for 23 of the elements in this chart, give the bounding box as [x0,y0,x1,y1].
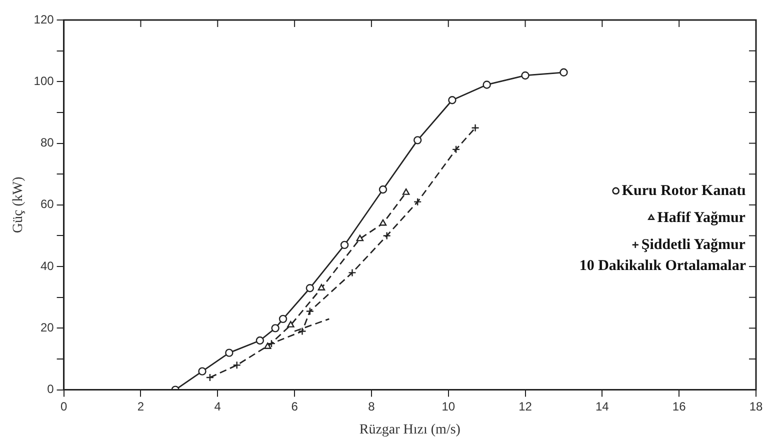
x-tick-label: 16 [672,399,686,414]
x-tick-label: 2 [137,399,144,414]
y-tick-label: 40 [40,258,54,273]
y-tick-label: 60 [40,197,54,212]
y-tick-label: 20 [40,320,54,334]
legend-title: 10 Dakikalık Ortalamalar [579,258,746,274]
x-tick-label: 10 [442,399,456,414]
y-tick-label: 120 [34,12,54,26]
y-tick-label: 80 [40,136,54,150]
legend-label: Şiddetli Yağmur [641,236,746,253]
x-tick-label: 0 [60,399,68,414]
legend-label: Kuru Rotor Kanatı [622,182,746,199]
x-tick-label: 4 [214,399,222,414]
y-tick-label: 0 [47,382,54,396]
x-axis-title: Rüzgar Hızı (m/s) [359,422,461,438]
x-tick-label: 14 [596,399,610,414]
x-tick-label: 6 [291,399,298,414]
x-tick-label: 12 [518,399,532,414]
x-tick-label: 18 [749,399,763,414]
x-tick-label: 8 [368,399,376,414]
legend-label: Hafif Yağmur [657,210,746,226]
y-axis-title: Güç (kW) [11,176,26,234]
y-tick-label: 100 [34,74,54,88]
